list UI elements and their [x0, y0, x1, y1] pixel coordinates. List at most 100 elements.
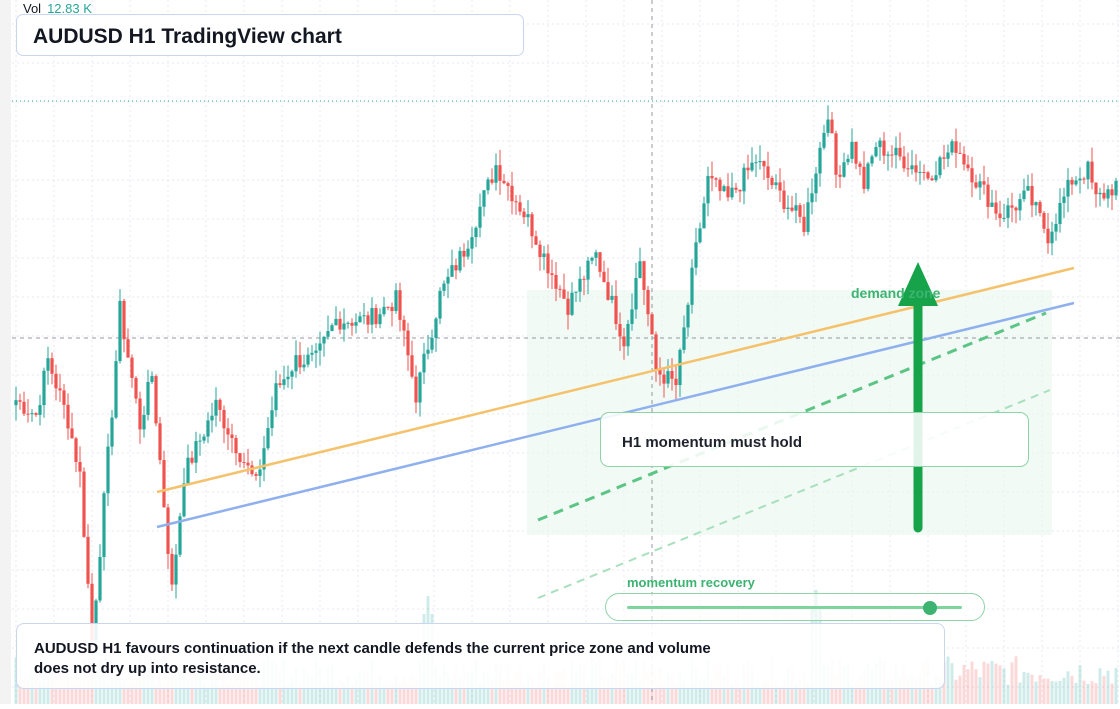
candle-body: [1062, 196, 1066, 204]
candle-body: [866, 163, 870, 189]
candle-body: [218, 399, 222, 410]
candle-body: [318, 343, 322, 351]
candle-body: [878, 140, 882, 148]
volume-bar: [1114, 667, 1118, 704]
volume-bar: [898, 677, 902, 704]
candle-body: [338, 318, 342, 330]
volume-bar: [686, 685, 690, 704]
volume-bar: [934, 676, 938, 704]
candle-body: [674, 378, 678, 386]
volume-bar: [550, 685, 554, 704]
candle-body: [962, 153, 966, 165]
volume-bar: [990, 660, 994, 704]
volume-bar: [806, 683, 810, 704]
candle-body: [458, 250, 462, 271]
volume-bar: [982, 661, 986, 704]
candle-body: [702, 203, 706, 229]
candle-body: [1006, 205, 1010, 218]
candle-body: [978, 181, 982, 188]
volume-bar: [226, 683, 230, 704]
candle-body: [742, 167, 746, 192]
volume-bar: [1070, 675, 1074, 704]
candle-body: [302, 364, 306, 368]
candle-body: [746, 167, 750, 171]
volume-bar: [530, 677, 534, 704]
volume-bar: [526, 674, 530, 704]
volume-bar: [1090, 681, 1094, 704]
demand-zone-label: demand zone: [851, 285, 941, 301]
candle-body: [326, 331, 330, 337]
volume-bar: [126, 684, 130, 704]
volume-bar: [730, 683, 734, 704]
candle-body: [42, 370, 46, 406]
volume-bar: [510, 682, 514, 704]
candle-body: [950, 141, 954, 153]
candle-body: [1094, 182, 1098, 195]
candle-body: [958, 152, 962, 154]
volume-bar: [782, 679, 786, 704]
slider-knob[interactable]: [923, 601, 938, 615]
candle-body: [462, 250, 466, 257]
candle-body: [514, 201, 518, 203]
left-edge: [0, 0, 11, 704]
volume-bar: [682, 678, 686, 704]
candle-body: [634, 277, 638, 310]
candle-body: [970, 168, 974, 183]
candle-body: [62, 390, 66, 405]
candle-body: [722, 186, 726, 192]
candle-body: [306, 354, 310, 365]
volume-bar: [762, 680, 766, 704]
candle-body: [538, 244, 542, 257]
candle-body: [558, 288, 562, 290]
volume-bar: [638, 680, 642, 704]
candle-body: [946, 152, 950, 159]
candle-body: [230, 434, 234, 438]
volume-bar: [230, 683, 234, 704]
candle-body: [478, 206, 482, 228]
candle-body: [278, 383, 282, 385]
candle-body: [898, 147, 902, 157]
candle-body: [38, 405, 42, 415]
candle-body: [330, 325, 334, 332]
candle-body: [1042, 212, 1046, 229]
candle-body: [314, 350, 318, 353]
volume-bar: [798, 678, 802, 704]
candle-body: [614, 295, 618, 325]
momentum-slider[interactable]: [605, 593, 985, 621]
candle-body: [322, 336, 326, 344]
candle-body: [930, 178, 934, 181]
candle-body: [690, 267, 694, 305]
volume-bar: [722, 674, 726, 704]
candle-body: [494, 165, 498, 183]
volume-bar: [66, 674, 70, 704]
candle-body: [510, 185, 514, 202]
candle-body: [398, 290, 402, 320]
candle-body: [94, 600, 98, 641]
volume-bar: [794, 682, 798, 704]
volume-bar: [298, 684, 302, 704]
candle-body: [974, 182, 978, 188]
volume-bar: [1022, 671, 1026, 704]
candle-body: [994, 202, 998, 214]
candle-body: [454, 265, 458, 271]
candle-body: [290, 371, 294, 377]
candle-body: [238, 453, 242, 463]
candle-body: [86, 536, 90, 584]
candle-body: [378, 314, 382, 325]
candle-body: [838, 174, 842, 177]
volume-bar: [918, 676, 922, 704]
volume-bar: [286, 685, 290, 704]
candle-body: [830, 119, 834, 134]
volume-bar: [1030, 674, 1034, 704]
candle-body: [130, 357, 134, 378]
candle-body: [666, 371, 670, 384]
volume-bar: [1098, 668, 1102, 704]
candle-body: [678, 349, 682, 386]
candle-body: [46, 358, 50, 371]
candle-body: [422, 353, 426, 373]
page-title: AUDUSD H1 TradingView chart: [33, 25, 342, 48]
candle-body: [222, 409, 226, 429]
candle-body: [154, 376, 158, 424]
candle-body: [762, 160, 766, 167]
volume-bar: [1010, 662, 1014, 704]
